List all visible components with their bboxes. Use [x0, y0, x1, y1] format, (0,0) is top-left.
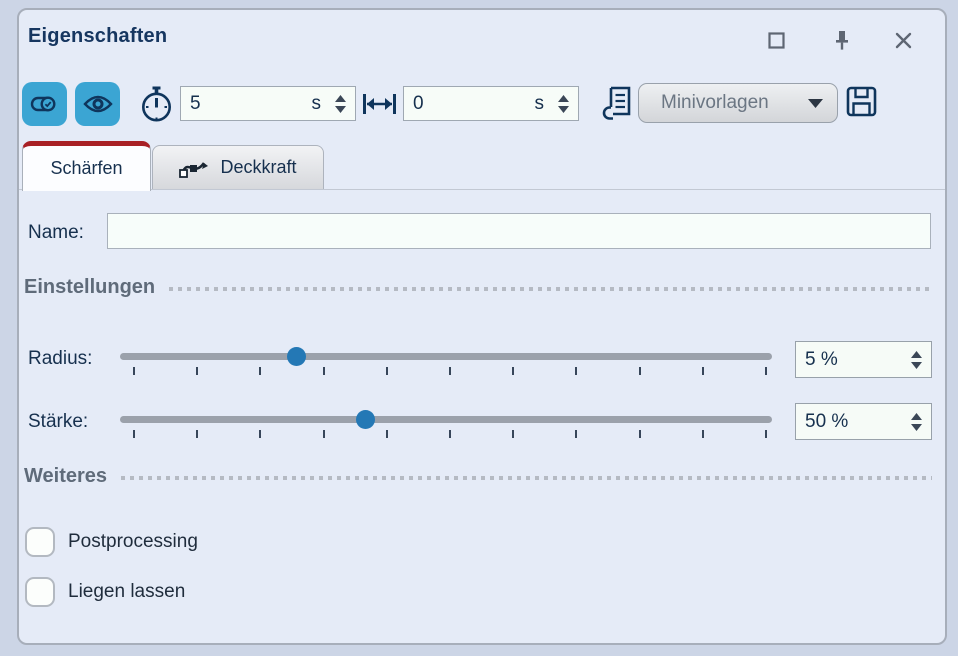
toggle-check-icon [30, 93, 60, 115]
templates-dropdown-label: Minivorlagen [661, 92, 769, 113]
offset-value[interactable]: 0 [413, 92, 424, 114]
section-more-title: Weiteres [24, 465, 108, 487]
stopwatch-icon [140, 86, 173, 124]
width-icon [361, 91, 398, 117]
spinner-up-icon [911, 350, 922, 358]
properties-panel: Eigenschaften [17, 8, 947, 645]
strength-spin-arrows[interactable] [911, 412, 922, 431]
spinner-down-icon [335, 105, 346, 113]
maximize-button[interactable] [765, 29, 787, 51]
pin-button[interactable] [831, 29, 853, 51]
spinner-down-icon [911, 361, 922, 369]
panel-title: Eigenschaften [28, 25, 168, 47]
toolbar: 5 s 0 s [19, 82, 945, 128]
script-icon[interactable] [602, 85, 633, 122]
radius-slider-thumb[interactable] [287, 347, 307, 366]
close-icon [895, 32, 912, 49]
preview-visibility-toggle-button[interactable] [75, 82, 120, 126]
spinner-up-icon [558, 94, 569, 102]
offset-spinner[interactable]: 0 s [403, 86, 579, 121]
radius-slider-ticks [133, 367, 767, 375]
section-more: Weiteres [24, 465, 932, 488]
duration-spinner[interactable]: 5 s [180, 86, 356, 121]
duration-unit: s [311, 92, 322, 114]
spinner-down-icon [911, 423, 922, 431]
keep-label: Liegen lassen [68, 581, 186, 602]
strength-slider-track[interactable] [120, 416, 772, 423]
name-input[interactable] [107, 213, 931, 249]
keep-checkbox[interactable] [25, 577, 55, 607]
maximize-icon [767, 31, 785, 49]
radius-label: Radius: [28, 348, 93, 369]
offset-spin-arrows[interactable] [558, 94, 569, 113]
radius-spinbox[interactable]: 5 % [795, 341, 932, 378]
postprocessing-checkbox[interactable] [25, 527, 55, 557]
strength-slider-thumb[interactable] [356, 410, 376, 429]
radius-slider[interactable] [120, 347, 772, 378]
apply-to-all-toggle-button[interactable] [22, 82, 67, 126]
radius-value[interactable]: 5 % [805, 348, 838, 370]
spinner-up-icon [911, 412, 922, 420]
strength-label: Stärke: [28, 411, 89, 432]
radius-slider-track[interactable] [120, 353, 772, 360]
templates-dropdown[interactable]: Minivorlagen [638, 83, 838, 123]
duration-spin-arrows[interactable] [335, 94, 346, 113]
spinner-down-icon [558, 105, 569, 113]
postprocessing-label: Postprocessing [68, 531, 198, 552]
keyframe-curve-icon [179, 155, 211, 181]
radius-spin-arrows[interactable] [911, 350, 922, 369]
offset-unit: s [534, 92, 545, 114]
name-label: Name: [28, 222, 84, 243]
eye-icon [82, 93, 113, 115]
strength-slider[interactable] [120, 410, 772, 441]
keep-checkbox-row[interactable]: Liegen lassen [25, 577, 185, 607]
section-divider-dots [169, 287, 932, 291]
section-settings: Einstellungen [24, 276, 932, 299]
strength-spinbox[interactable]: 50 % [795, 403, 932, 440]
tab-opacity[interactable]: Deckkraft [152, 145, 324, 189]
strength-value[interactable]: 50 % [805, 410, 849, 432]
close-button[interactable] [892, 29, 914, 51]
section-settings-title: Einstellungen [24, 276, 156, 298]
tab-sharpen[interactable]: Schärfen [22, 141, 151, 191]
duration-value[interactable]: 5 [190, 92, 201, 114]
section-divider-dots [121, 476, 932, 480]
spinner-up-icon [335, 94, 346, 102]
tab-sharpen-label: Schärfen [50, 158, 123, 178]
dropdown-caret-icon [808, 98, 823, 108]
pin-icon [833, 30, 851, 50]
strength-slider-ticks [133, 430, 767, 438]
tab-opacity-label: Deckkraft [220, 157, 297, 177]
save-icon[interactable] [846, 86, 877, 117]
postprocessing-checkbox-row[interactable]: Postprocessing [25, 527, 198, 557]
tab-baseline [19, 189, 945, 190]
